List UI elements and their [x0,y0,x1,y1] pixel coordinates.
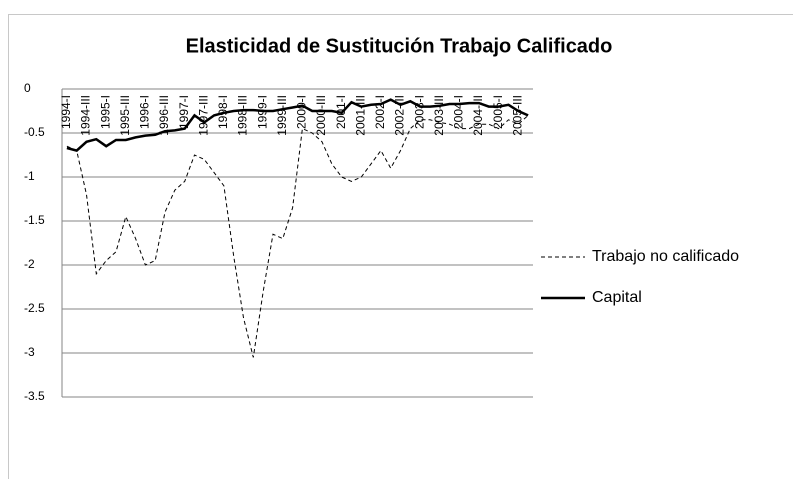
y-tick-label: -2 [24,257,35,271]
x-tick-label: 1996-III [157,95,171,136]
x-tick-label: 2004-III [471,95,485,136]
x-tick-label: 2002-I [373,95,387,129]
x-tick-label: 2005-III [510,95,524,136]
y-tick-label: -1 [24,169,35,183]
x-tick-label: 2000-I [295,95,309,129]
y-tick-label: -0.5 [24,125,45,139]
x-tick-label: 1997-III [196,95,210,136]
y-tick-label: -2.5 [24,301,45,315]
y-tick-label: 0 [24,81,31,95]
chart-title: Elasticidad de Sustitución Trabajo Calif… [186,35,613,57]
y-tick-label: -3.5 [24,389,45,403]
x-tick-label: 2001-III [353,95,367,136]
x-tick-label: 2003-I [412,95,426,129]
chart-border [9,15,793,480]
x-tick-label: 1995-I [98,95,112,129]
legend-label: Trabajo no calificado [592,248,739,265]
x-tick-label: 2000-III [314,95,328,136]
x-tick-label: 2003-III [432,95,446,136]
x-tick-label: 1999-III [275,95,289,136]
y-tick-label: -3 [24,345,35,359]
x-tick-label: 1994-III [79,95,93,136]
x-tick-label: 1994-I [59,95,73,129]
x-tick-label: 2004-I [452,95,466,129]
y-tick-label: -1.5 [24,213,45,227]
x-tick-label: 1995-III [118,95,132,136]
x-tick-label: 1996-I [138,95,152,129]
x-tick-label: 2005-I [491,95,505,129]
x-tick-label: 1998-III [236,95,250,136]
legend-label: Capital [592,289,642,306]
